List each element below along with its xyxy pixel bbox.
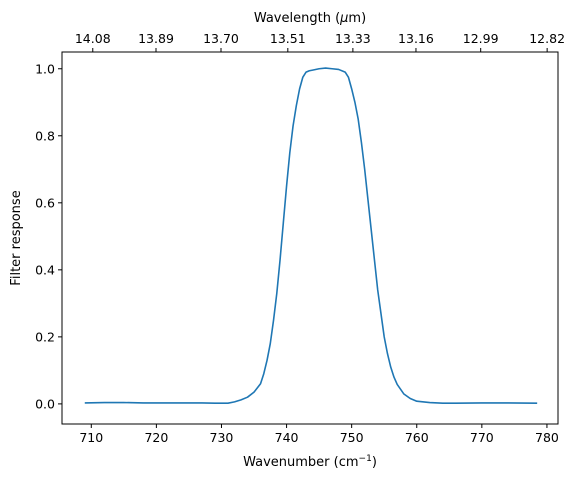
y-tick-label: 0.6 (35, 195, 55, 210)
top-tick-label: 13.16 (398, 31, 434, 46)
top-tick-label: 12.82 (529, 31, 565, 46)
y-tick-label: 0.2 (35, 329, 55, 344)
x-axis-label: Wavenumber (cm−1) (243, 454, 377, 470)
plot-frame (61, 51, 559, 425)
y-tick-label: 1.0 (35, 61, 55, 76)
x-tick-label: 740 (275, 430, 299, 445)
y-tick-label: 0.0 (35, 396, 55, 411)
x-tick-label: 750 (340, 430, 364, 445)
x-tick-label: 720 (144, 430, 168, 445)
top-tick-label: 13.70 (203, 31, 239, 46)
x-tick-label: 760 (405, 430, 429, 445)
x-tick-label: 710 (79, 430, 103, 445)
ticks-layer: 710 720 730 740 750 760 770 780 0.0 0.2 0.4 0.6 0.8 1… (35, 31, 565, 445)
top-tick-label: 12.99 (463, 31, 499, 46)
y-tick-label: 0.8 (35, 128, 55, 143)
y-tick-label: 0.4 (35, 262, 55, 277)
x-tick-label: 730 (210, 430, 234, 445)
top-tick-label: 13.89 (138, 31, 174, 46)
top-tick-label: 13.51 (270, 31, 306, 46)
y-axis-label: Filter response (9, 190, 24, 285)
x-tick-label: 780 (535, 430, 559, 445)
top-tick-label: 14.08 (75, 31, 111, 46)
series-line-filter-response (84, 67, 538, 405)
top-axis-label: Wavelength (μm) (254, 11, 366, 26)
x-tick-label: 770 (470, 430, 494, 445)
top-tick-label: 13.33 (335, 31, 371, 46)
